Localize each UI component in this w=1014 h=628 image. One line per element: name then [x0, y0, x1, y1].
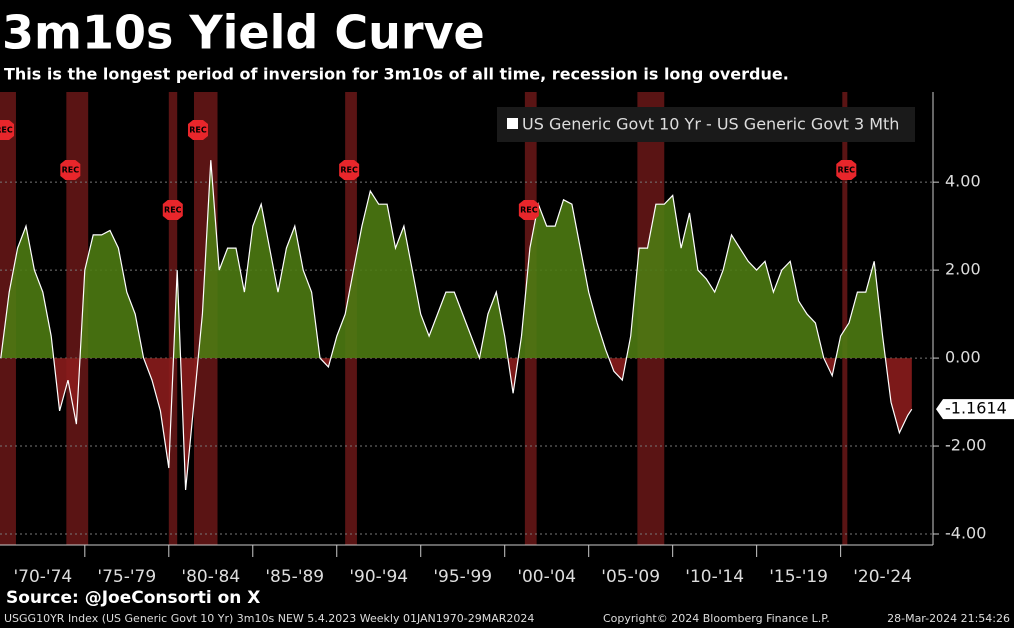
x-tick-label: '10-'14	[685, 567, 744, 587]
footer-right: 28-Mar-2024 21:54:26	[887, 612, 1010, 625]
footer-center: Copyright© 2024 Bloomberg Finance L.P.	[603, 612, 830, 625]
rec-marker	[187, 120, 208, 140]
line	[0, 160, 913, 491]
legend-label: US Generic Govt 10 Yr - US Generic Govt …	[522, 115, 899, 134]
rec-marker	[836, 160, 857, 180]
x-tick-label: '00-'04	[517, 567, 576, 587]
rec-label: REC	[0, 126, 13, 135]
rec-marker	[518, 200, 539, 220]
rec-label: REC	[838, 166, 856, 175]
legend-box	[497, 107, 915, 142]
chart-title: 3m10s Yield Curve	[2, 6, 485, 60]
y-tick-label: 2.00	[945, 260, 981, 279]
rec-marker	[60, 160, 81, 180]
legend-swatch	[507, 118, 518, 129]
x-tick-label: '90-'94	[349, 567, 408, 587]
chart-subtitle: This is the longest period of inversion …	[4, 65, 789, 84]
recession-band	[168, 92, 178, 545]
footer-left: USGG10YR Index (US Generic Govt 10 Yr) 3…	[4, 612, 534, 625]
x-tick-label: '15-'19	[769, 567, 828, 587]
rec-marker	[162, 200, 183, 220]
rec-label: REC	[340, 166, 358, 175]
y-tick-label: -4.00	[945, 524, 986, 543]
x-tick-label: '20-'24	[853, 567, 912, 587]
x-tick-label: '70-'74	[13, 567, 72, 587]
rec-label: REC	[189, 126, 207, 135]
y-tick-label: -2.00	[945, 436, 986, 455]
area-positive	[0, 160, 886, 359]
rec-marker	[0, 120, 14, 140]
last-value-box	[936, 399, 1014, 420]
x-tick-label: '05-'09	[601, 567, 660, 587]
last-value-label: -1.1614	[945, 399, 1007, 418]
y-tick-label: 0.00	[945, 348, 981, 367]
rec-marker	[339, 160, 360, 180]
y-tick-label: 4.00	[945, 172, 981, 191]
recession-band	[842, 92, 848, 545]
rec-label: REC	[164, 206, 182, 215]
x-tick-label: '75-'79	[97, 567, 156, 587]
rec-label: REC	[520, 206, 538, 215]
rec-label: REC	[62, 166, 80, 175]
x-tick-label: '85-'89	[265, 567, 324, 587]
x-tick-label: '80-'84	[181, 567, 240, 587]
source: Source: @JoeConsorti on X	[6, 588, 260, 608]
recession-band	[66, 92, 89, 545]
x-tick-label: '95-'99	[433, 567, 492, 587]
